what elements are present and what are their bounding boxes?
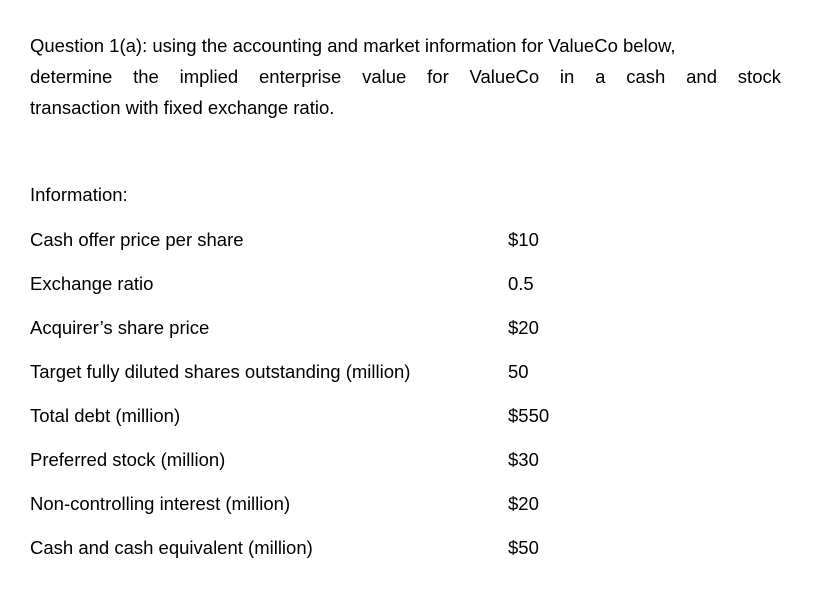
info-value: $550 bbox=[508, 405, 550, 426]
info-value: 0.5 bbox=[508, 273, 534, 294]
info-label: Total debt (million) bbox=[30, 405, 181, 426]
info-value: $50 bbox=[508, 537, 539, 558]
info-label: Preferred stock (million) bbox=[30, 449, 226, 470]
info-heading: Information: bbox=[30, 184, 128, 205]
info-label: Cash offer price per share bbox=[30, 229, 244, 250]
info-value: $10 bbox=[508, 229, 539, 250]
info-label: Target fully diluted shares outstanding … bbox=[30, 361, 411, 382]
info-value: $20 bbox=[508, 493, 539, 514]
info-value: $20 bbox=[508, 317, 539, 338]
info-label: Non-controlling interest (million) bbox=[30, 493, 291, 514]
info-label: Cash and cash equivalent (million) bbox=[30, 537, 313, 558]
question-line: transaction with fixed exchange ratio. bbox=[30, 97, 335, 118]
info-label: Exchange ratio bbox=[30, 273, 154, 294]
info-value: $30 bbox=[508, 449, 539, 470]
question-line: determine the implied enterprise value f… bbox=[30, 66, 781, 87]
info-value: 50 bbox=[508, 361, 529, 382]
question-line: Question 1(a): using the accounting and … bbox=[30, 35, 676, 56]
info-label: Acquirer’s share price bbox=[30, 317, 210, 338]
